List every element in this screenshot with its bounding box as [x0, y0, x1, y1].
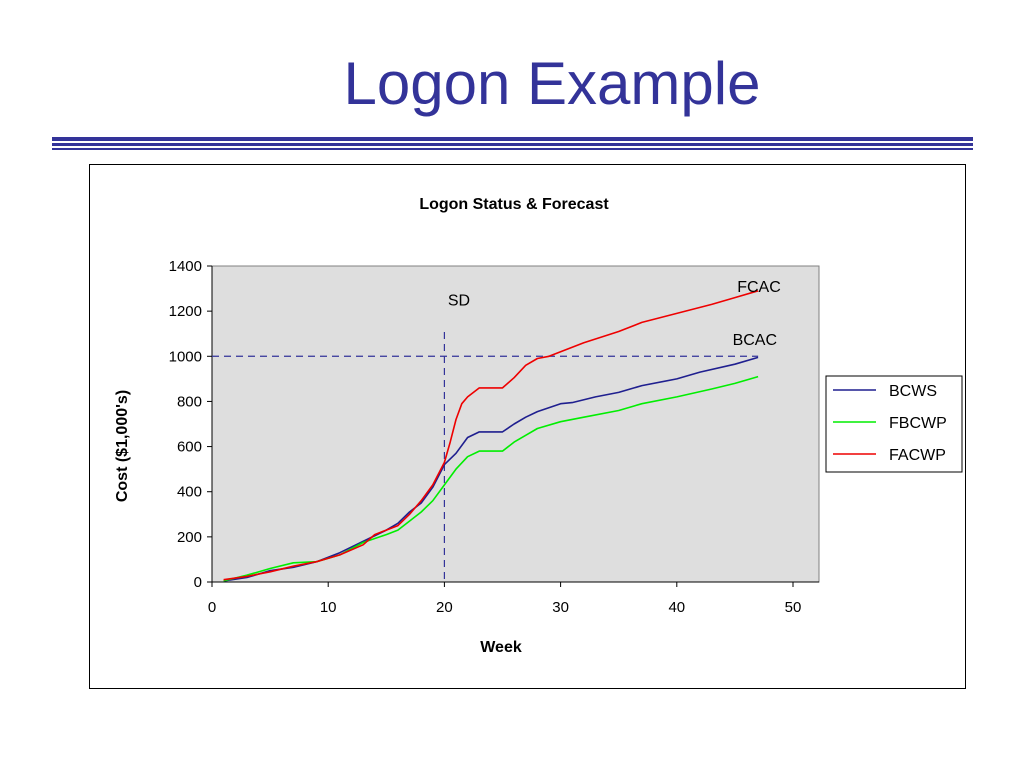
- y-tick-label: 1200: [169, 303, 202, 320]
- annotation-bcac: BCAC: [733, 332, 777, 349]
- y-tick-label: 1400: [169, 258, 202, 275]
- title-rule: [52, 148, 973, 150]
- x-tick-label: 0: [208, 599, 216, 616]
- x-tick-label: 30: [552, 599, 569, 616]
- x-axis-label: Week: [480, 639, 522, 656]
- legend-label-fbcwp: FBCWP: [889, 415, 947, 432]
- x-tick-label: 20: [436, 599, 453, 616]
- legend-label-facwp: FACWP: [889, 447, 946, 464]
- y-tick-label: 600: [177, 439, 202, 456]
- series-line-bcws: [223, 356, 759, 582]
- y-axis-label: Cost ($1,000's): [114, 390, 131, 502]
- y-tick-label: 200: [177, 529, 202, 546]
- chart-title: Logon Status & Forecast: [419, 196, 609, 213]
- y-tick-label: 1000: [169, 348, 202, 365]
- x-tick-label: 40: [668, 599, 685, 616]
- y-tick-label: 800: [177, 393, 202, 410]
- y-tick-label: 400: [177, 484, 202, 501]
- legend-label-bcws: BCWS: [889, 383, 937, 400]
- title-rule: [52, 143, 973, 146]
- x-tick-label: 50: [785, 599, 802, 616]
- annotation-sd: SD: [448, 293, 470, 310]
- slide-title: Logon Example: [343, 50, 761, 117]
- legend-box: [825, 375, 963, 473]
- y-tick-label: 0: [194, 574, 202, 591]
- title-rule: [52, 137, 973, 141]
- x-tick-label: 10: [320, 599, 337, 616]
- series-line-facwp: [223, 290, 759, 581]
- annotation-fcac: FCAC: [737, 279, 781, 296]
- chart-frame: [89, 164, 966, 689]
